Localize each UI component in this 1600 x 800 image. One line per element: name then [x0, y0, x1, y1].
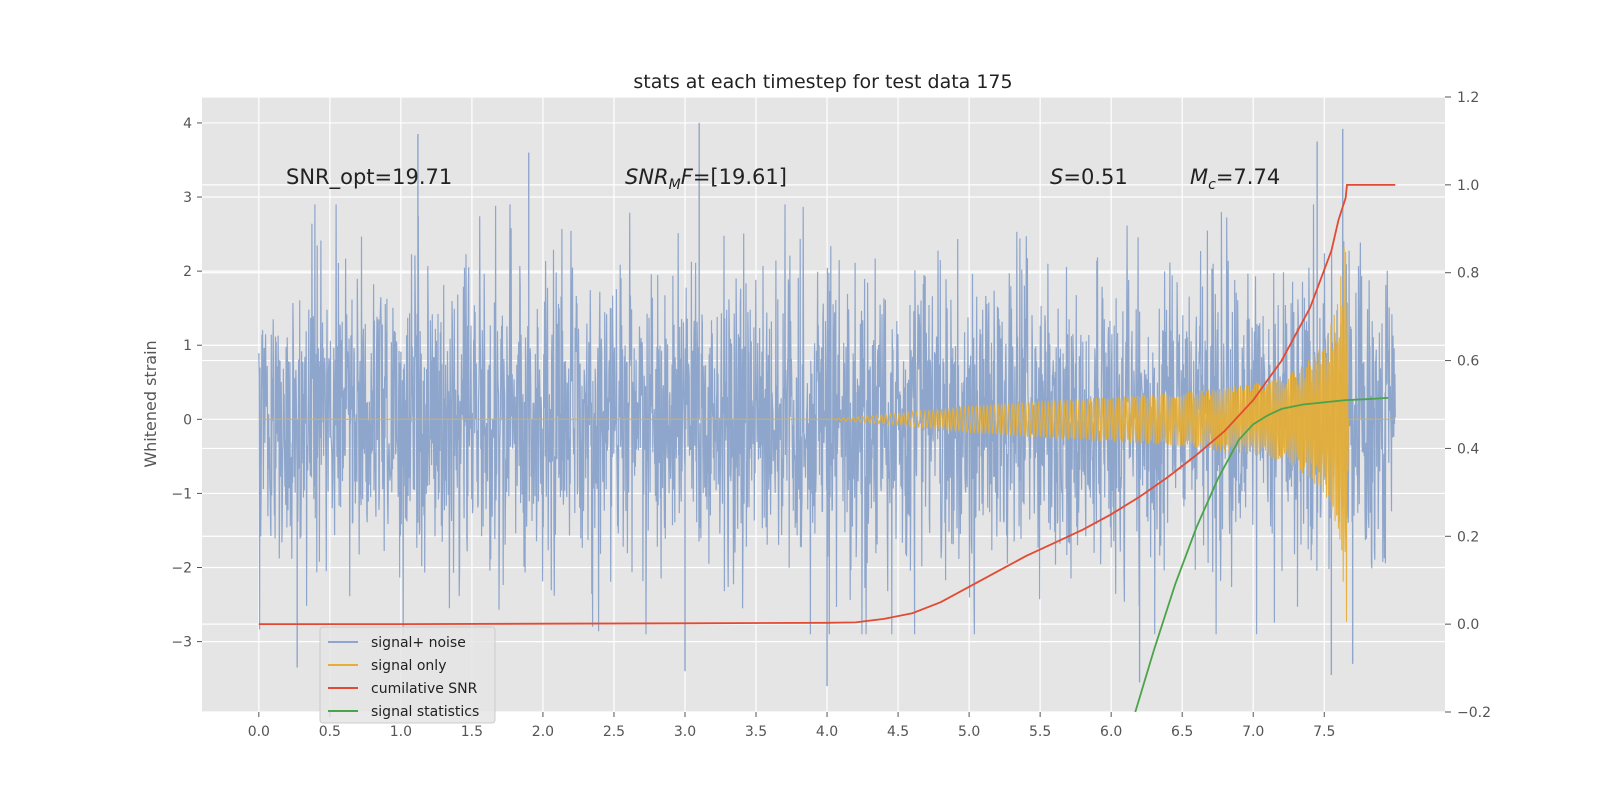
x-tick-label: 0.5	[319, 724, 341, 740]
legend-label: signal statistics	[371, 704, 479, 720]
x-tick-label: 5.5	[1029, 724, 1051, 740]
legend: signal+ noise signal only cumilative SNR si…	[319, 626, 496, 724]
y2-tick-label: 1.0	[1457, 178, 1479, 194]
x-tick-label: 4.0	[816, 724, 838, 740]
x-tick-label: 6.0	[1100, 724, 1122, 740]
annotation-snr-opt: SNR_opt=19.71	[286, 165, 452, 190]
annotation-snr-mf-value: =[19.61]	[693, 165, 787, 189]
legend-label: signal+ noise	[371, 635, 466, 651]
annotation-mc-label: M	[1190, 165, 1208, 189]
signal-only-line	[258, 247, 1396, 622]
x-tick-label: 6.5	[1171, 724, 1193, 740]
chart-title: stats at each timestep for test data 175	[633, 71, 1012, 93]
x-tick-label: 2.0	[532, 724, 554, 740]
x-tick-label: 2.5	[603, 724, 625, 740]
x-tick-label: 1.0	[390, 724, 412, 740]
legend-label: signal only	[371, 658, 446, 674]
series-signal-plus-noise	[258, 122, 1396, 687]
x-tick-label: 1.5	[461, 724, 483, 740]
annotation-mc: Mc=7.74	[1190, 165, 1280, 193]
annotation-s-label: S	[1050, 165, 1063, 189]
y-tick-label: 0	[183, 412, 192, 428]
y-tick-label: −2	[171, 561, 192, 577]
legend-box	[319, 626, 496, 724]
series-signal-only	[258, 247, 1396, 622]
y-tick-label: 4	[183, 116, 192, 132]
x-tick-label: 3.0	[674, 724, 696, 740]
y-axis-label: Whitened strain	[141, 340, 160, 467]
cumulative-snr-line	[258, 184, 1396, 625]
x-tick-label: 0.0	[248, 724, 270, 740]
y2-tick-label: 0.8	[1457, 266, 1479, 282]
annotation-snr-mf-sub: M	[669, 177, 681, 193]
annotation-snr-mf-f: F	[681, 165, 694, 189]
y2-tick-label: 0.2	[1457, 529, 1479, 545]
annotation-mc-value: =7.74	[1216, 165, 1280, 189]
y-tick-label: 1	[183, 338, 192, 354]
annotation-snr-mf-label: SNR	[625, 165, 669, 189]
x-tick-label: 7.0	[1242, 724, 1264, 740]
x-tick-label: 3.5	[745, 724, 767, 740]
y-tick-label: −3	[171, 635, 192, 651]
y-tick-label: 3	[183, 190, 192, 206]
annotation-mc-sub: c	[1208, 177, 1216, 193]
y2-tick-label: 0.0	[1457, 617, 1479, 633]
signal-statistics-line	[1134, 397, 1389, 712]
axes: 0.0 0.5 1.0 1.5 2.0 2.5 3.0 3.5 4.0 4.5 5.0 5.5 6.0 6…	[171, 90, 1491, 740]
legend-label: cumilative SNR	[371, 681, 478, 697]
annotation-s-value: =0.51	[1063, 165, 1127, 189]
y-tick-label: −1	[171, 486, 192, 502]
y-tick-label: 2	[183, 264, 192, 280]
y2-tick-label: 1.2	[1457, 90, 1479, 106]
annotation-snr-mf: SNRMF=[19.61]	[625, 165, 787, 193]
annotations: SNR_opt=19.71 SNRMF=[19.61] S=0.51 Mc=7.…	[286, 165, 1280, 193]
x-tick-label: 7.5	[1313, 724, 1335, 740]
x-tick-label: 5.0	[958, 724, 980, 740]
x-tick-label: 4.5	[887, 724, 909, 740]
annotation-s: S=0.51	[1050, 165, 1128, 189]
y2-tick-label: 0.4	[1457, 441, 1479, 457]
y2-tick-label: 0.6	[1457, 354, 1479, 370]
y2-tick-label: −0.2	[1457, 705, 1491, 721]
